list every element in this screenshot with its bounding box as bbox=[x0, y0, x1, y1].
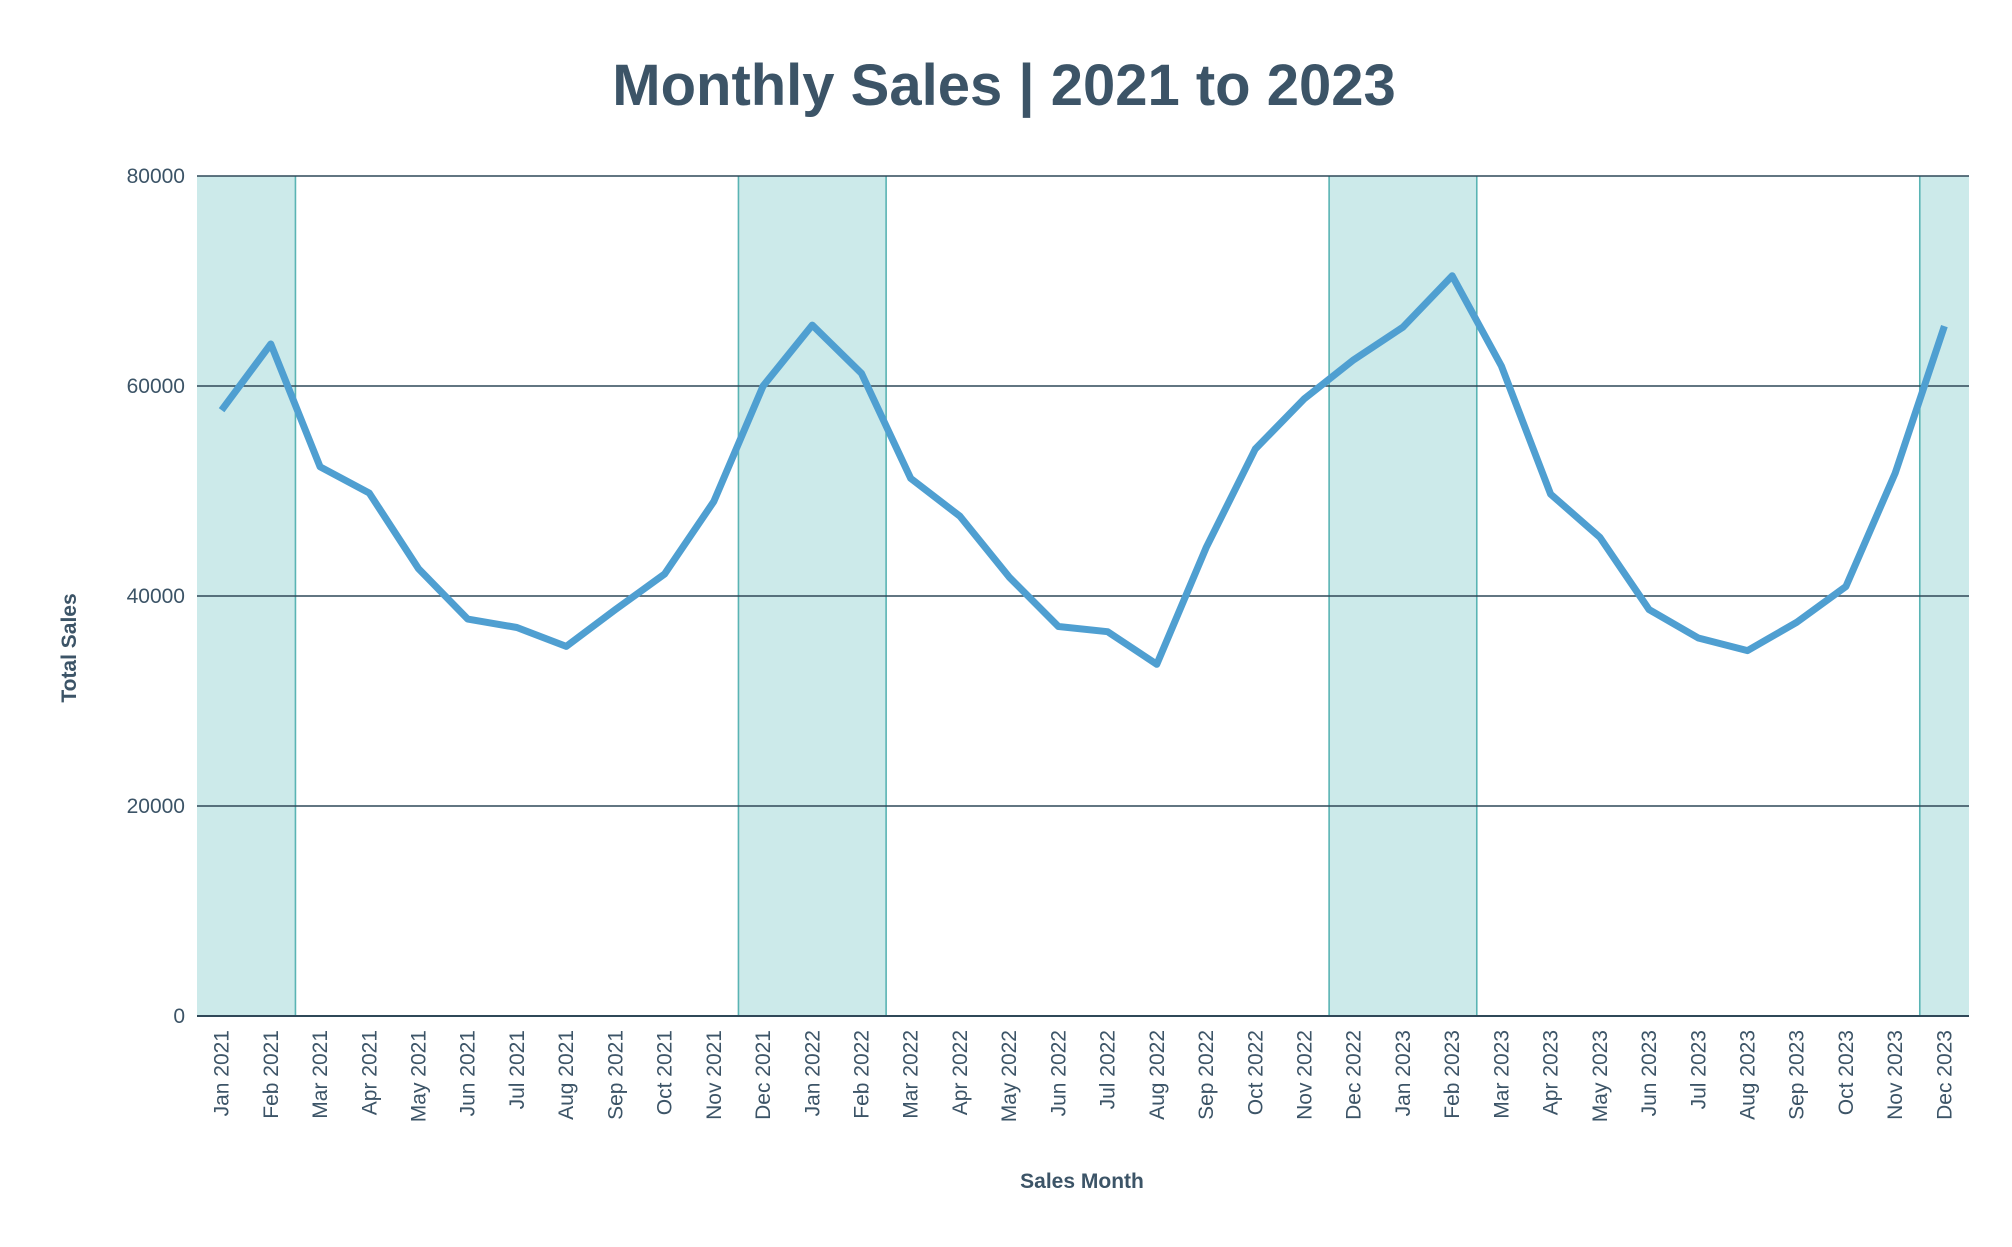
x-tick-label: Jul 2021 bbox=[506, 1030, 529, 1109]
y-tick-label: 20000 bbox=[127, 795, 185, 818]
x-tick-label: Jul 2022 bbox=[1097, 1030, 1120, 1109]
x-tick-label: Feb 2022 bbox=[851, 1030, 874, 1119]
x-tick-label: Feb 2021 bbox=[260, 1030, 283, 1119]
x-tick-label: Oct 2021 bbox=[654, 1030, 677, 1115]
x-tick-label: Mar 2021 bbox=[309, 1030, 332, 1119]
x-tick-label: Sep 2023 bbox=[1786, 1030, 1809, 1120]
x-tick-label: Jun 2021 bbox=[457, 1030, 480, 1116]
y-tick-label: 60000 bbox=[127, 375, 185, 398]
x-tick-label: Sep 2022 bbox=[1195, 1030, 1218, 1120]
x-tick-label: Jan 2021 bbox=[211, 1030, 234, 1116]
x-tick-label: Oct 2023 bbox=[1835, 1030, 1858, 1115]
x-tick-label: Jun 2022 bbox=[1047, 1030, 1070, 1116]
x-tick-label: Nov 2023 bbox=[1884, 1030, 1907, 1120]
chart-title: Monthly Sales | 2021 to 2023 bbox=[612, 53, 1395, 118]
series-line bbox=[218, 272, 1948, 668]
x-tick-label: Dec 2023 bbox=[1933, 1030, 1956, 1120]
x-tick-label: Oct 2022 bbox=[1244, 1030, 1267, 1115]
x-tick-labels: Jan 2021 Feb 2021 Mar 2021 Apr 2021 May 2021… bbox=[211, 1030, 1957, 1122]
x-tick-label: Jun 2023 bbox=[1638, 1030, 1661, 1116]
x-tick-label: Nov 2021 bbox=[703, 1030, 726, 1120]
x-tick-label: May 2021 bbox=[408, 1030, 431, 1122]
x-tick-label: Dec 2022 bbox=[1343, 1030, 1366, 1120]
x-tick-label: Aug 2022 bbox=[1146, 1030, 1169, 1120]
y-tick-label: 40000 bbox=[127, 585, 185, 608]
x-tick-label: Feb 2023 bbox=[1441, 1030, 1464, 1119]
x-tick-label: Jan 2023 bbox=[1392, 1030, 1415, 1116]
x-tick-label: Nov 2022 bbox=[1294, 1030, 1317, 1120]
y-tick-label: 80000 bbox=[127, 165, 185, 188]
x-tick-label: Apr 2022 bbox=[949, 1030, 972, 1115]
x-axis-label: Sales Month bbox=[1020, 1170, 1144, 1193]
x-tick-label: Aug 2023 bbox=[1737, 1030, 1760, 1120]
x-tick-label: Sep 2021 bbox=[604, 1030, 627, 1120]
x-tick-label: Mar 2023 bbox=[1490, 1030, 1513, 1119]
x-tick-label: Aug 2021 bbox=[555, 1030, 578, 1120]
y-tick-label: 0 bbox=[173, 1005, 185, 1028]
x-tick-label: May 2022 bbox=[998, 1030, 1021, 1122]
x-tick-label: Apr 2023 bbox=[1540, 1030, 1563, 1115]
x-tick-label: Mar 2022 bbox=[900, 1030, 923, 1119]
x-tick-label: Dec 2021 bbox=[752, 1030, 775, 1120]
x-tick-label: Jan 2022 bbox=[801, 1030, 824, 1116]
series-layer bbox=[218, 272, 1948, 668]
y-axis-label: Total Sales bbox=[58, 593, 81, 702]
gridlines bbox=[197, 175, 1969, 1017]
x-tick-label: Jul 2023 bbox=[1687, 1030, 1710, 1109]
x-tick-label: May 2023 bbox=[1589, 1030, 1612, 1122]
x-tick-label: Apr 2021 bbox=[358, 1030, 381, 1115]
y-tick-labels: 0 20000 40000 60000 80000 bbox=[127, 165, 185, 1028]
